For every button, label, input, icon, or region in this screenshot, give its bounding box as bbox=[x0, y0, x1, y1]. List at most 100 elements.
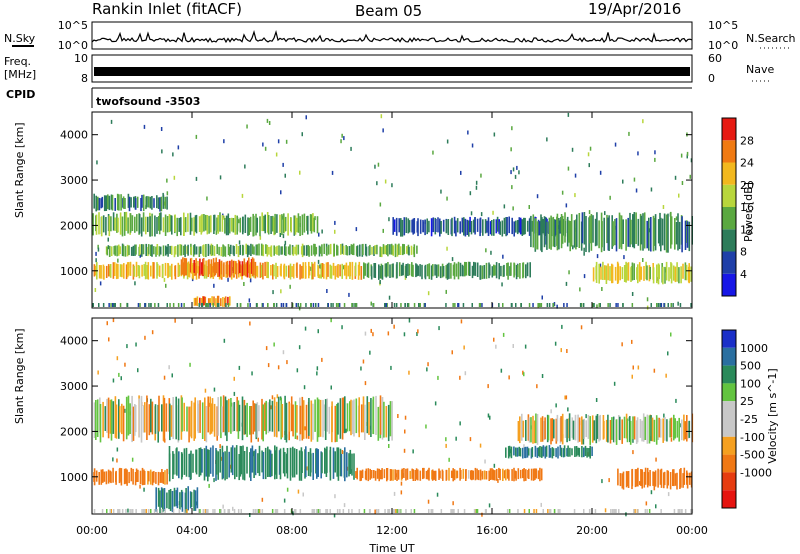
ground-scatter-cell bbox=[355, 303, 357, 307]
range-time-cell bbox=[330, 265, 333, 279]
speckle-cell bbox=[382, 228, 384, 233]
ground-scatter-cell bbox=[607, 303, 609, 307]
range-time-cell bbox=[195, 449, 198, 475]
range-time-cell bbox=[398, 243, 400, 255]
range-time-cell bbox=[140, 198, 142, 212]
range-time-cell bbox=[301, 243, 304, 258]
range-time-cell bbox=[96, 399, 99, 437]
range-time-cell bbox=[230, 447, 233, 473]
range-time-cell bbox=[555, 219, 557, 236]
range-time-cell bbox=[370, 398, 372, 437]
ground-scatter-cell bbox=[528, 303, 531, 307]
range-time-cell bbox=[205, 445, 208, 477]
range-time-cell bbox=[296, 217, 298, 233]
range-time-cell bbox=[183, 257, 186, 276]
range-time-cell bbox=[351, 244, 354, 255]
ground-scatter-cell bbox=[384, 509, 386, 513]
speckle-cell bbox=[460, 319, 463, 324]
range-time-cell bbox=[627, 262, 630, 281]
range-time-cell bbox=[670, 263, 673, 284]
range-time-cell bbox=[664, 416, 666, 441]
range-time-cell bbox=[635, 212, 637, 244]
range-time-cell bbox=[359, 470, 361, 482]
range-time-cell bbox=[341, 243, 344, 254]
speckle-cell bbox=[334, 220, 336, 225]
range-time-cell bbox=[253, 403, 256, 432]
ground-scatter-cell bbox=[533, 509, 535, 513]
range-time-cell bbox=[283, 263, 286, 280]
speckle-cell bbox=[451, 350, 453, 355]
range-time-cell bbox=[232, 402, 234, 432]
range-time-cell bbox=[553, 419, 555, 439]
range-time-cell bbox=[248, 217, 250, 235]
range-time-cell bbox=[384, 263, 387, 277]
range-time-cell bbox=[242, 245, 245, 255]
range-time-cell bbox=[250, 243, 252, 256]
range-time-cell bbox=[230, 217, 233, 232]
speckle-cell bbox=[480, 212, 483, 217]
ground-scatter-cell bbox=[110, 303, 112, 307]
range-time-cell bbox=[321, 452, 323, 474]
range-time-cell bbox=[406, 468, 409, 480]
range-time-cell bbox=[417, 265, 420, 276]
speckle-cell bbox=[135, 342, 137, 347]
range-time-cell bbox=[371, 246, 373, 255]
range-time-cell bbox=[522, 262, 525, 278]
range-time-cell bbox=[551, 447, 554, 459]
range-time-cell bbox=[496, 216, 499, 232]
range-time-cell bbox=[224, 217, 226, 234]
range-time-cell bbox=[518, 217, 521, 233]
range-time-cell bbox=[307, 215, 309, 235]
range-time-cell bbox=[455, 220, 457, 237]
range-time-cell bbox=[643, 471, 646, 488]
range-time-cell bbox=[686, 415, 688, 442]
speckle-cell bbox=[604, 508, 607, 513]
ground-scatter-cell bbox=[502, 303, 504, 307]
range-time-cell bbox=[428, 220, 430, 233]
speckle-cell bbox=[579, 287, 581, 292]
ground-scatter-cell bbox=[332, 303, 334, 307]
range-time-cell bbox=[320, 263, 322, 279]
range-time-cell bbox=[206, 215, 209, 235]
ground-scatter-cell bbox=[406, 303, 409, 307]
range-time-cell bbox=[620, 215, 623, 250]
ground-scatter-cell bbox=[573, 509, 576, 513]
range-time-cell bbox=[194, 490, 197, 511]
range-time-cell bbox=[310, 245, 313, 256]
range-time-cell bbox=[407, 218, 410, 234]
range-time-cell bbox=[434, 264, 436, 276]
range-time-cell bbox=[528, 417, 531, 443]
range-time-cell bbox=[157, 197, 160, 209]
range-time-cell bbox=[275, 262, 277, 279]
range-time-cell bbox=[567, 220, 570, 243]
range-time-cell bbox=[242, 445, 244, 480]
range-time-cell bbox=[650, 415, 652, 442]
range-time-cell bbox=[165, 403, 168, 432]
range-time-cell bbox=[349, 262, 352, 277]
range-time-cell bbox=[113, 262, 116, 276]
ground-scatter-cell bbox=[453, 509, 455, 513]
ground-scatter-cell bbox=[110, 509, 112, 513]
speckle-cell bbox=[670, 332, 672, 337]
range-time-cell bbox=[669, 472, 672, 490]
range-time-cell bbox=[658, 264, 660, 279]
range-time-cell bbox=[411, 219, 413, 233]
speckle-cell bbox=[637, 151, 639, 156]
range-time-cell bbox=[391, 401, 393, 441]
range-time-cell bbox=[680, 266, 682, 284]
range-time-cell bbox=[211, 244, 214, 256]
range-time-cell bbox=[374, 263, 377, 278]
range-time-cell bbox=[442, 266, 445, 277]
speckle-cell bbox=[485, 248, 487, 253]
range-time-cell bbox=[178, 264, 181, 277]
range-time-cell bbox=[188, 453, 190, 478]
range-time-cell bbox=[673, 414, 675, 441]
range-time-cell bbox=[111, 194, 114, 211]
ground-scatter-cell bbox=[225, 303, 227, 307]
range-time-cell bbox=[445, 469, 448, 480]
range-time-cell bbox=[378, 264, 380, 280]
range-time-cell bbox=[546, 221, 548, 250]
range-time-cell bbox=[386, 468, 389, 480]
range-time-cell bbox=[522, 420, 525, 438]
range-time-cell bbox=[112, 212, 115, 231]
